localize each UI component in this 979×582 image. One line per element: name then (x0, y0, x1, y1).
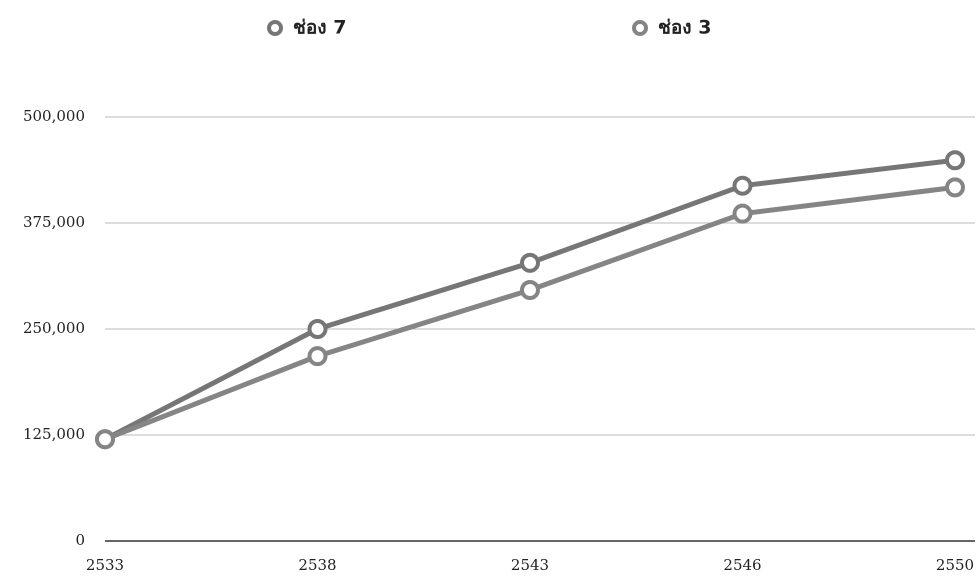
y-tick-label: 125,000 (23, 425, 85, 443)
data-point (307, 346, 328, 367)
data-point (520, 279, 540, 300)
legend-label: ช่อง 3 (658, 17, 711, 39)
legend-label: ช่อง 7 (293, 17, 346, 39)
legend-marker (632, 20, 648, 36)
data-point (945, 150, 965, 171)
y-tick-label: 500,000 (23, 107, 85, 125)
data-point (732, 203, 753, 224)
x-tick-label: 2533 (86, 556, 124, 574)
x-tick-label: 2538 (298, 556, 336, 574)
legend: ช่อง 7 ช่อง 3 (267, 17, 711, 39)
y-tick-label: 250,000 (23, 319, 85, 337)
data-point (945, 177, 965, 198)
y-tick-label: 0 (75, 531, 85, 549)
y-tick-label: 375,000 (23, 213, 85, 231)
data-point (732, 175, 753, 196)
x-tick-label: 2550 (936, 556, 974, 574)
legend-marker (267, 20, 283, 36)
data-point (95, 429, 115, 450)
data-point (520, 252, 540, 273)
data-point (307, 319, 328, 339)
x-tick-label: 2543 (511, 556, 549, 574)
x-tick-label: 2546 (723, 556, 761, 574)
series-line (104, 184, 956, 442)
